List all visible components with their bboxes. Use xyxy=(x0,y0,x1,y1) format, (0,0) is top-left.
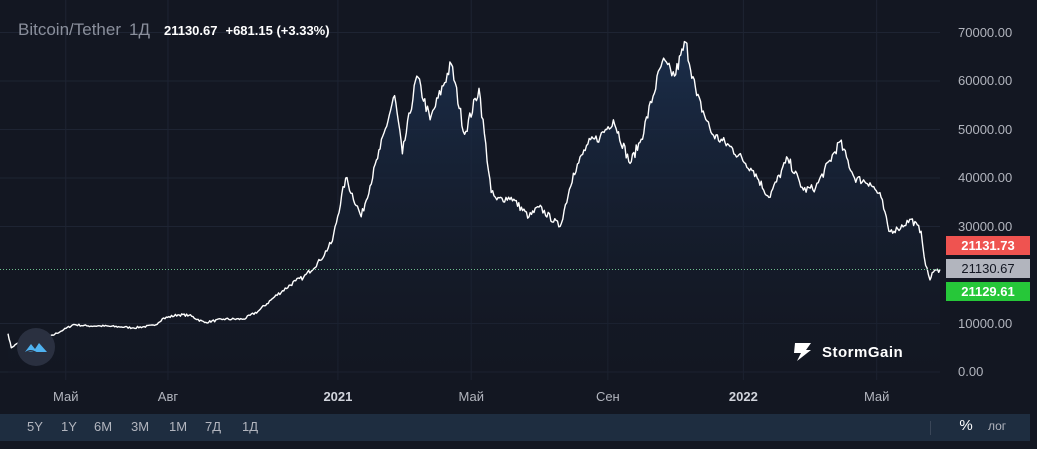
x-tick-label: Сен xyxy=(595,389,620,404)
interval-label[interactable]: 1Д xyxy=(129,20,150,39)
price-area xyxy=(8,41,940,380)
x-tick-label: Май xyxy=(53,389,79,404)
stormgain-bolt-icon xyxy=(794,343,811,361)
stormgain-logo-button[interactable] xyxy=(17,328,55,366)
y-tick-label: 0.00 xyxy=(958,364,984,379)
y-tick-label: 60000.00 xyxy=(958,73,1013,88)
timeframe-1y-button[interactable]: 1Y xyxy=(61,419,77,434)
last-price-label: 21130.67 xyxy=(946,259,1030,278)
timeframe-1m-button[interactable]: 1M xyxy=(169,419,188,434)
timeframe-3m-button[interactable]: 3M xyxy=(131,419,150,434)
timeframe-toolbar: 5Y 1Y 6M 3M 1M 7Д 1Д % лог xyxy=(0,414,1030,441)
chart-legend: Bitcoin/Tether 1Д 21130.67 +681.15 (+3.3… xyxy=(18,20,330,40)
y-tick-label: 40000.00 xyxy=(958,170,1013,185)
bid-price-label: 21129.61 xyxy=(946,282,1030,301)
y-tick-label: 50000.00 xyxy=(958,121,1013,137)
percent-scale-button[interactable]: % xyxy=(959,417,973,434)
timeframe-7d-button[interactable]: 7Д xyxy=(205,419,222,434)
brand-watermark: StormGain xyxy=(792,341,903,363)
log-scale-button[interactable]: лог xyxy=(988,419,1007,433)
x-tick-label: Авг xyxy=(157,389,179,404)
y-tick-label: 70000.00 xyxy=(958,24,1013,40)
x-tick-label: Май xyxy=(458,389,484,404)
timeframe-6m-button[interactable]: 6M xyxy=(94,419,113,434)
timeframe-1d-button[interactable]: 1Д xyxy=(242,419,259,434)
y-tick-label: 10000.00 xyxy=(958,315,1013,331)
ask-price-label: 21131.73 xyxy=(946,236,1030,255)
y-tick-label: 30000.00 xyxy=(958,218,1013,234)
price-chart[interactable] xyxy=(0,0,1037,410)
symbol-name[interactable]: Bitcoin/Tether xyxy=(18,20,121,39)
stormgain-wave-icon xyxy=(24,343,48,355)
brand-name: StormGain xyxy=(822,343,904,361)
price-line xyxy=(7,40,941,349)
x-tick-label: 2021 xyxy=(323,389,353,404)
toolbar-divider xyxy=(930,421,931,435)
price-change: +681.15 (+3.33%) xyxy=(225,23,330,38)
current-price: 21130.67 xyxy=(163,23,218,38)
timeframe-5y-button[interactable]: 5Y xyxy=(27,419,43,434)
x-tick-label: 2022 xyxy=(728,389,758,404)
x-tick-label: Май xyxy=(863,389,890,404)
